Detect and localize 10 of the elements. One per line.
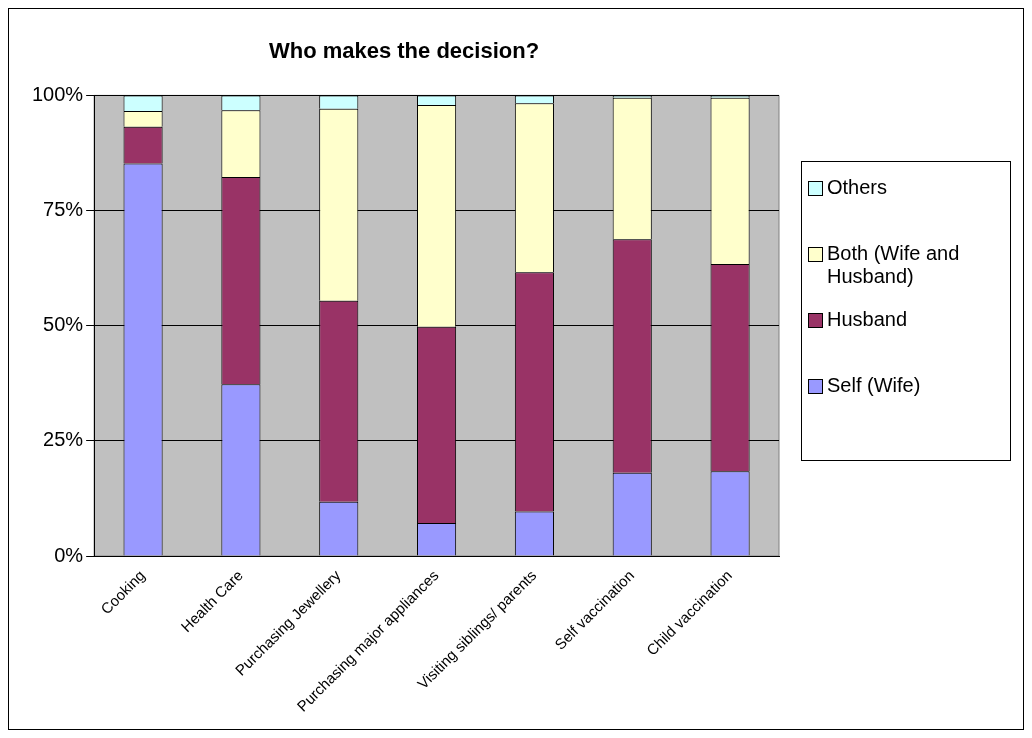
- y-tick-label: 25%: [43, 428, 84, 451]
- y-tick-label: 0%: [54, 543, 84, 566]
- y-tick-label: 50%: [43, 313, 84, 336]
- legend-label: Others: [827, 176, 888, 199]
- legend-label: Self (Wife): [827, 374, 921, 397]
- chart-title: Who makes the decision?: [268, 38, 540, 64]
- y-tick-label: 100%: [32, 82, 84, 105]
- y-tick-label: 75%: [43, 198, 84, 221]
- legend-label: Husband: [827, 308, 908, 331]
- legend-label: Both (Wife and Husband): [827, 242, 961, 288]
